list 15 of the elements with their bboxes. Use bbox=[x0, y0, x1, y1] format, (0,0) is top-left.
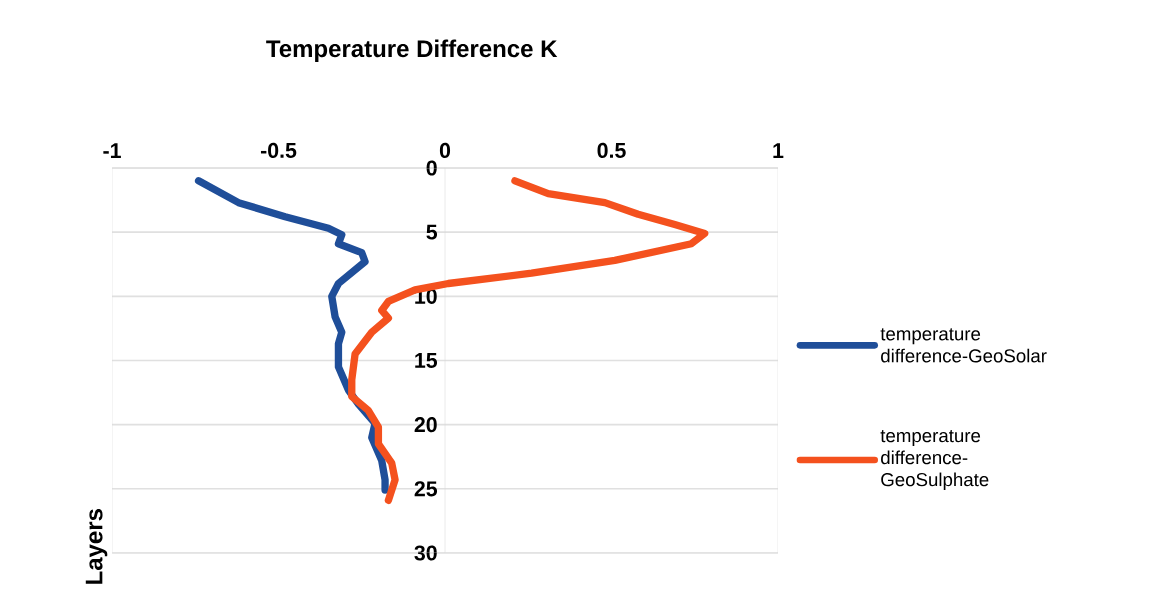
y-tick-label: 30 bbox=[414, 545, 437, 561]
legend-label: temperature difference-GeoSulphate bbox=[880, 430, 989, 490]
x-tick-label: 0 bbox=[439, 142, 451, 158]
x-tick-label: -1 bbox=[103, 143, 121, 158]
y-tick-label: 20 bbox=[414, 417, 437, 433]
chart-title: Temperature Difference K bbox=[266, 39, 558, 62]
x-tick-label: -0.5 bbox=[260, 142, 297, 158]
y-tick-label: 15 bbox=[415, 353, 438, 368]
y-tick-label: 5 bbox=[426, 224, 438, 240]
x-tick-label: 1 bbox=[773, 143, 784, 158]
x-tick-label: 0.5 bbox=[597, 142, 626, 158]
legend-label: temperature difference-GeoSolar bbox=[880, 328, 1047, 363]
y-axis-title: Layers bbox=[85, 509, 108, 584]
y-tick-label: 0 bbox=[426, 160, 437, 176]
y-tick-label: 25 bbox=[414, 481, 438, 497]
